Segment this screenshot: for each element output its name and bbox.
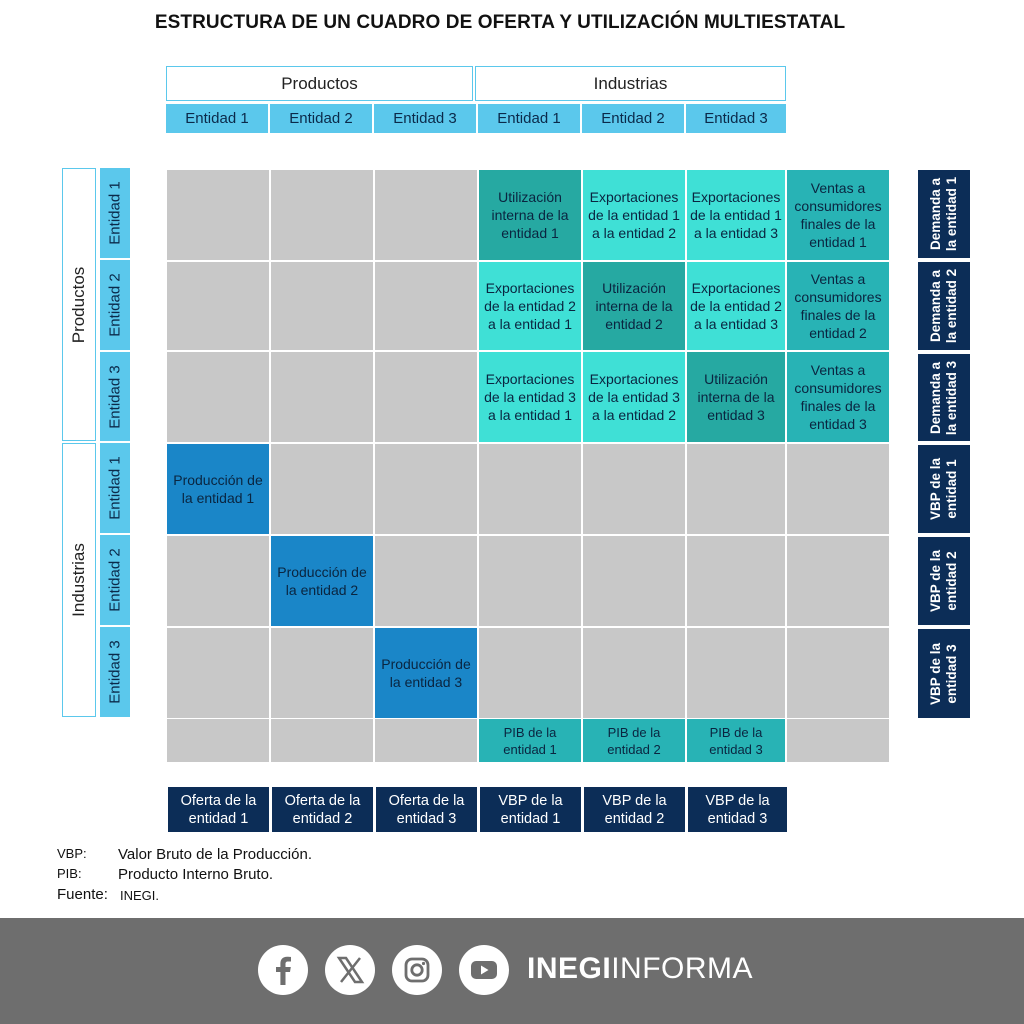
bottom-label-oferta-3: Oferta de la entidad 3 <box>376 787 477 832</box>
matrix-cell-r1-c4: Utilización interna de la entidad 1 <box>479 170 581 260</box>
matrix-cell-r3-c1 <box>167 352 269 442</box>
matrix-cell-r7-c6: PIB de la entidad 3 <box>687 719 785 762</box>
top-entity-2: Entidad 2 <box>270 104 372 133</box>
brand-light: INFORMA <box>611 952 754 985</box>
matrix-cell-r3-c6: Utilización interna de la entidad 3 <box>687 352 785 442</box>
matrix-cell-r4-c3 <box>375 444 477 534</box>
page-title: ESTRUCTURA DE UN CUADRO DE OFERTA Y UTIL… <box>154 12 846 33</box>
top-entity-1: Entidad 1 <box>166 104 268 133</box>
matrix-cell-r7-c7 <box>787 719 889 762</box>
matrix-cell-r5-c5 <box>583 536 685 626</box>
matrix-cell-r2-c5: Utilización interna de la entidad 2 <box>583 262 685 350</box>
matrix-cell-r7-c4: PIB de la entidad 1 <box>479 719 581 762</box>
note-source-label: Fuente: <box>57 886 108 903</box>
matrix-cell-r6-c7 <box>787 628 889 718</box>
matrix-cell-r5-c7 <box>787 536 889 626</box>
matrix-cell-r6-c4 <box>479 628 581 718</box>
right-label-vbp-1: VBP de la entidad 1 <box>918 445 970 533</box>
side-entity-5: Entidad 2 <box>100 535 130 625</box>
matrix-cell-r5-c3 <box>375 536 477 626</box>
matrix-cell-r2-c4: Exportaciones de la entidad 2 a la entid… <box>479 262 581 350</box>
matrix-cell-r7-c2 <box>271 719 373 762</box>
top-entity-6: Entidad 3 <box>686 104 786 133</box>
side-header-productos: Productos <box>62 168 96 441</box>
matrix-cell-r7-c5: PIB de la entidad 2 <box>583 719 685 762</box>
instagram-icon[interactable] <box>392 945 442 995</box>
matrix-cell-r1-c5: Exportaciones de la entidad 1 a la entid… <box>583 170 685 260</box>
matrix-cell-r5-c1 <box>167 536 269 626</box>
note-vbp-def: Valor Bruto de la Producción. <box>118 846 312 863</box>
x-icon[interactable] <box>325 945 375 995</box>
bottom-label-oferta-1: Oferta de la entidad 1 <box>168 787 269 832</box>
right-label-demanda-3: Demanda a la entidad 3 <box>918 354 970 441</box>
matrix-cell-r2-c7: Ventas a consumidores finales de la enti… <box>787 262 889 350</box>
side-entity-3: Entidad 3 <box>100 352 130 441</box>
bottom-label-vbp-1: VBP de la entidad 1 <box>480 787 581 832</box>
matrix-cell-r6-c5 <box>583 628 685 718</box>
matrix-cell-r7-c3 <box>375 719 477 762</box>
youtube-icon[interactable] <box>459 945 509 995</box>
matrix-cell-r1-c3 <box>375 170 477 260</box>
right-label-vbp-3: VBP de la entidad 3 <box>918 629 970 718</box>
side-entity-1: Entidad 1 <box>100 168 130 258</box>
matrix-cell-r5-c4 <box>479 536 581 626</box>
header-industrias: Industrias <box>475 66 786 101</box>
right-label-demanda-1: Demanda a la entidad 1 <box>918 170 970 258</box>
bottom-label-vbp-3: VBP de la entidad 3 <box>688 787 787 832</box>
brand-bold: INEGI <box>527 952 612 985</box>
bottom-label-vbp-2: VBP de la entidad 2 <box>584 787 685 832</box>
note-pib-def: Producto Interno Bruto. <box>118 866 274 883</box>
side-entity-6: Entidad 3 <box>100 627 130 717</box>
side-header-industrias-label: Industrias <box>69 543 88 617</box>
header-productos: Productos <box>166 66 473 101</box>
matrix-cell-r2-c3 <box>375 262 477 350</box>
matrix-cell-r1-c2 <box>271 170 373 260</box>
bottom-label-oferta-2: Oferta de la entidad 2 <box>272 787 373 832</box>
side-entity-4: Entidad 1 <box>100 443 130 533</box>
matrix-cell-r6-c2 <box>271 628 373 718</box>
matrix-cell-r4-c2 <box>271 444 373 534</box>
matrix-cell-r4-c1: Producción de la entidad 1 <box>167 444 269 534</box>
matrix-cell-r2-c1 <box>167 262 269 350</box>
right-label-vbp-2: VBP de la entidad 2 <box>918 537 970 625</box>
facebook-icon[interactable] <box>258 945 308 995</box>
note-vbp-abbr: VBP: <box>57 846 87 861</box>
matrix-cell-r4-c5 <box>583 444 685 534</box>
side-header-productos-label: Productos <box>69 266 88 343</box>
matrix-cell-r5-c6 <box>687 536 785 626</box>
matrix-cell-r6-c6 <box>687 628 785 718</box>
matrix-cell-r3-c2 <box>271 352 373 442</box>
matrix-cell-r4-c6 <box>687 444 785 534</box>
brand-logo: INEGIINFORMA <box>527 952 753 986</box>
matrix-cell-r4-c4 <box>479 444 581 534</box>
matrix-cell-r7-c1 <box>167 719 269 762</box>
matrix-cell-r3-c5: Exportaciones de la entidad 3 a la entid… <box>583 352 685 442</box>
matrix-cell-r3-c7: Ventas a consumidores finales de la enti… <box>787 352 889 442</box>
matrix-cell-r4-c7 <box>787 444 889 534</box>
matrix-cell-r1-c1 <box>167 170 269 260</box>
matrix-cell-r1-c7: Ventas a consumidores finales de la enti… <box>787 170 889 260</box>
matrix-cell-r3-c4: Exportaciones de la entidad 3 a la entid… <box>479 352 581 442</box>
matrix-cell-r2-c2 <box>271 262 373 350</box>
side-entity-2: Entidad 2 <box>100 260 130 350</box>
right-label-demanda-2: Demanda a la entidad 2 <box>918 262 970 350</box>
top-entity-3: Entidad 3 <box>374 104 476 133</box>
note-source-value: INEGI. <box>120 888 160 903</box>
matrix-cell-r1-c6: Exportaciones de la entidad 1 a la entid… <box>687 170 785 260</box>
matrix-cell-r2-c6: Exportaciones de la entidad 2 a la entid… <box>687 262 785 350</box>
matrix-cell-r3-c3 <box>375 352 477 442</box>
footer-bar: INEGIINFORMA <box>0 918 1024 1024</box>
side-header-industrias: Industrias <box>62 443 96 717</box>
matrix-cell-r6-c3: Producción de la entidad 3 <box>375 628 477 718</box>
matrix-cell-r5-c2: Producción de la entidad 2 <box>271 536 373 626</box>
note-pib-abbr: PIB: <box>57 866 82 881</box>
top-entity-4: Entidad 1 <box>478 104 580 133</box>
matrix-cell-r6-c1 <box>167 628 269 718</box>
top-entity-5: Entidad 2 <box>582 104 684 133</box>
